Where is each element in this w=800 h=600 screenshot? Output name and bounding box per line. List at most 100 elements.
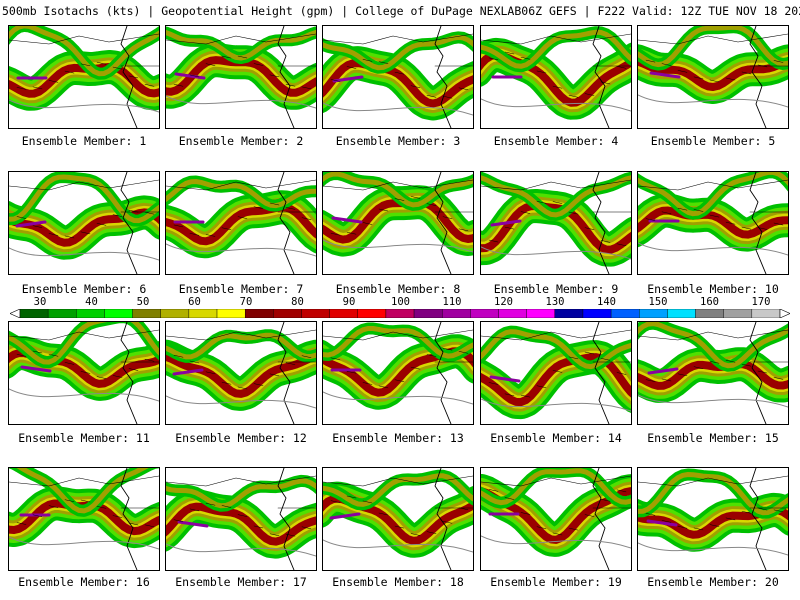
ensemble-member-label: Ensemble Member: 17 <box>175 575 307 589</box>
ensemble-member-label: Ensemble Member: 14 <box>490 431 622 445</box>
isotach-map <box>166 26 316 128</box>
ensemble-member-map <box>637 171 789 275</box>
colorbar-swatch <box>216 309 246 318</box>
ensemble-member-label: Ensemble Member: 11 <box>18 431 150 445</box>
ensemble-member-map <box>480 25 632 129</box>
colorbar-tick-label: 80 <box>291 296 304 308</box>
ensemble-member-label: Ensemble Member: 8 <box>335 282 461 296</box>
colorbar-swatch <box>470 309 499 318</box>
colorbar-swatch <box>413 309 443 318</box>
colorbar-swatch <box>329 309 358 318</box>
ensemble-member-map <box>480 321 632 425</box>
colorbar-swatch <box>442 309 471 318</box>
isotach-map <box>166 468 316 570</box>
isotach-map <box>9 322 159 424</box>
colorbar-tick-label: 110 <box>442 296 462 308</box>
ensemble-member-map <box>637 25 789 129</box>
isotach-map <box>638 26 788 128</box>
ensemble-member-label: Ensemble Member: 6 <box>21 282 147 296</box>
colorbar-swatch <box>667 309 696 318</box>
colorbar-tick-label: 60 <box>188 296 201 308</box>
ensemble-member-map <box>480 171 632 275</box>
colorbar-swatch <box>695 309 724 318</box>
colorbar-tick-label: 160 <box>700 296 719 308</box>
ensemble-member-label: Ensemble Member: 12 <box>175 431 307 445</box>
ensemble-member-label: Ensemble Member: 20 <box>647 575 779 589</box>
colorbar-tick-label: 140 <box>597 296 616 308</box>
colorbar-tick-label: 30 <box>33 296 47 308</box>
ensemble-member-map <box>165 321 317 425</box>
colorbar-swatch <box>160 309 190 318</box>
isotach-map <box>481 172 631 274</box>
isotach-map <box>323 322 473 424</box>
isotach-map <box>638 468 788 570</box>
isotach-colorbar <box>10 309 790 318</box>
ensemble-member-label: Ensemble Member: 4 <box>493 134 619 148</box>
ensemble-member-label: Ensemble Member: 1 <box>21 134 147 148</box>
colorbar-swatch <box>301 309 330 318</box>
colorbar-swatch <box>19 309 49 318</box>
colorbar-tick-label: 100 <box>391 296 410 308</box>
ensemble-member-label: Ensemble Member: 2 <box>178 134 304 148</box>
ensemble-member-map <box>8 467 160 571</box>
colorbar-swatch <box>498 309 527 318</box>
ensemble-member-label: Ensemble Member: 7 <box>178 282 304 296</box>
ensemble-member-map <box>165 171 317 275</box>
isotach-map <box>323 172 473 274</box>
isotach-map <box>166 322 316 424</box>
colorbar-swatch <box>385 309 415 318</box>
ensemble-member-label: Ensemble Member: 9 <box>493 282 619 296</box>
ensemble-member-label: Ensemble Member: 18 <box>332 575 464 589</box>
ensemble-member-map <box>8 321 160 425</box>
isotach-map <box>9 172 159 274</box>
ensemble-member-label: Ensemble Member: 15 <box>647 431 779 445</box>
ensemble-member-map <box>8 171 160 275</box>
ensemble-member-map <box>637 321 789 425</box>
colorbar-swatch <box>273 309 302 318</box>
ensemble-member-map <box>322 467 474 571</box>
isotach-map <box>323 468 473 570</box>
isotach-map <box>323 26 473 128</box>
colorbar-swatch <box>76 309 105 318</box>
ensemble-member-map <box>165 25 317 129</box>
isotach-map <box>481 468 631 570</box>
colorbar-tick-label: 130 <box>545 296 565 308</box>
isotach-map <box>166 172 316 274</box>
colorbar-swatch <box>639 309 668 318</box>
ensemble-member-map <box>165 467 317 571</box>
isotach-map <box>481 26 631 128</box>
ensemble-member-label: Ensemble Member: 3 <box>335 134 461 148</box>
colorbar-tick-label: 40 <box>85 296 98 308</box>
colorbar-swatch <box>244 309 274 318</box>
ensemble-member-map <box>480 467 632 571</box>
colorbar-swatch <box>582 309 612 318</box>
ensemble-member-map <box>322 25 474 129</box>
isotach-map <box>9 26 159 128</box>
isotach-map <box>481 322 631 424</box>
colorbar-swatch <box>188 309 218 318</box>
colorbar-swatch <box>104 309 133 318</box>
ensemble-member-map <box>322 321 474 425</box>
ensemble-member-map <box>8 25 160 129</box>
isotach-map <box>638 172 788 274</box>
ensemble-member-label: Ensemble Member: 13 <box>332 431 464 445</box>
colorbar-tick-label: 150 <box>648 296 668 308</box>
colorbar-swatch <box>357 309 387 318</box>
colorbar-swatch <box>47 309 77 318</box>
ensemble-member-map <box>637 467 789 571</box>
colorbar-tick-label: 50 <box>136 296 150 308</box>
colorbar-min-arrow <box>10 309 21 318</box>
colorbar-swatch <box>751 309 781 318</box>
title-bar: 500mb Isotachs (kts) | Geopotential Heig… <box>2 4 800 22</box>
ensemble-member-label: Ensemble Member: 19 <box>490 575 622 589</box>
isotach-map <box>638 322 788 424</box>
colorbar-swatch <box>610 309 640 318</box>
ensemble-member-label: Ensemble Member: 16 <box>18 575 150 589</box>
colorbar-tick-label: 90 <box>342 296 356 308</box>
colorbar-swatch <box>723 309 753 318</box>
ensemble-member-label: Ensemble Member: 10 <box>647 282 779 296</box>
product-title: 500mb Isotachs (kts) | Geopotential Heig… <box>2 4 522 18</box>
run-valid-time: 06Z GEFS | F222 Valid: 12Z TUE NOV 18 20… <box>521 4 800 18</box>
colorbar-tick-label: 70 <box>239 296 253 308</box>
ensemble-member-label: Ensemble Member: 5 <box>650 134 776 148</box>
